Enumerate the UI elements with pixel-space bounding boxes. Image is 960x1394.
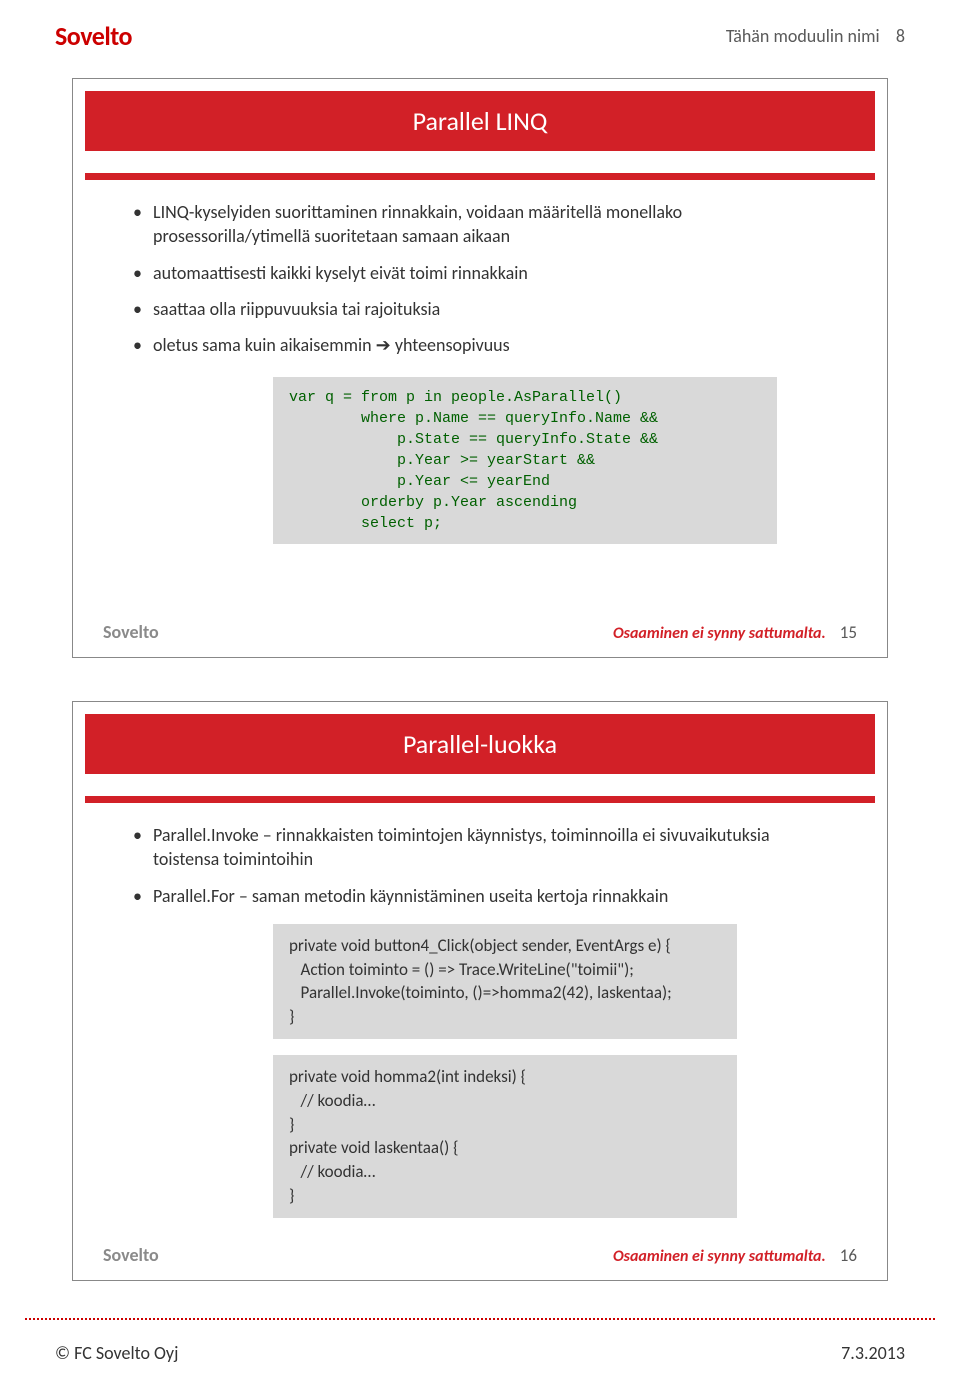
- slide-title: Parallel-luokka: [85, 714, 875, 774]
- bullet: saattaa olla riippuvuuksia tai rajoituks…: [133, 297, 837, 321]
- dotted-divider: [25, 1318, 935, 1320]
- slide-content: LINQ-kyselyiden suorittaminen rinnakkain…: [73, 180, 887, 544]
- copyright: © FC Sovelto Oyj: [55, 1342, 178, 1364]
- bullet: LINQ-kyselyiden suorittaminen rinnakkain…: [133, 200, 837, 249]
- slide-footer: Sovelto Osaaminen ei synny sattumalta. 1…: [73, 1244, 887, 1266]
- code-block: var q = from p in people.AsParallel() wh…: [273, 377, 777, 544]
- separator-bar: [85, 173, 875, 180]
- slide-1: Parallel LINQ LINQ-kyselyiden suorittami…: [72, 78, 888, 658]
- page-header: Sovelto Tähän moduulin nimi 8: [0, 20, 960, 52]
- footer-right: Osaaminen ei synny sattumalta. 15: [613, 622, 857, 643]
- slogan: Osaaminen ei synny sattumalta.: [613, 1247, 826, 1266]
- slide-title: Parallel LINQ: [85, 91, 875, 151]
- footer-right: Osaaminen ei synny sattumalta. 16: [613, 1245, 857, 1266]
- code-block: private void homma2(int indeksi) { // ko…: [273, 1055, 737, 1218]
- separator-bar: [85, 796, 875, 803]
- slide-number: 16: [840, 1245, 857, 1266]
- bullet: oletus sama kuin aikaisemmin ➔ yhteensop…: [133, 333, 837, 357]
- footer-logo: Sovelto: [103, 1244, 159, 1266]
- module-name: Tähän moduulin nimi: [726, 25, 880, 47]
- page-number: 8: [896, 25, 905, 47]
- code-block: private void button4_Click(object sender…: [273, 924, 737, 1039]
- page-footer: © FC Sovelto Oyj 7.3.2013: [0, 1342, 960, 1364]
- footer-date: 7.3.2013: [841, 1342, 905, 1364]
- slide-number: 15: [840, 622, 857, 643]
- slide-footer: Sovelto Osaaminen ei synny sattumalta. 1…: [73, 621, 887, 643]
- header-module-page: Tähän moduulin nimi 8: [726, 25, 905, 47]
- slogan: Osaaminen ei synny sattumalta.: [613, 624, 826, 643]
- bullet: Parallel.Invoke – rinnakkaisten toiminto…: [133, 823, 837, 872]
- slide-2: Parallel-luokka Parallel.Invoke – rinnak…: [72, 701, 888, 1281]
- slide-content: Parallel.Invoke – rinnakkaisten toiminto…: [73, 803, 887, 1218]
- logo: Sovelto: [55, 20, 132, 52]
- bullet: Parallel.For – saman metodin käynnistämi…: [133, 884, 837, 908]
- footer-logo: Sovelto: [103, 621, 159, 643]
- bullet: automaattisesti kaikki kyselyt eivät toi…: [133, 261, 837, 285]
